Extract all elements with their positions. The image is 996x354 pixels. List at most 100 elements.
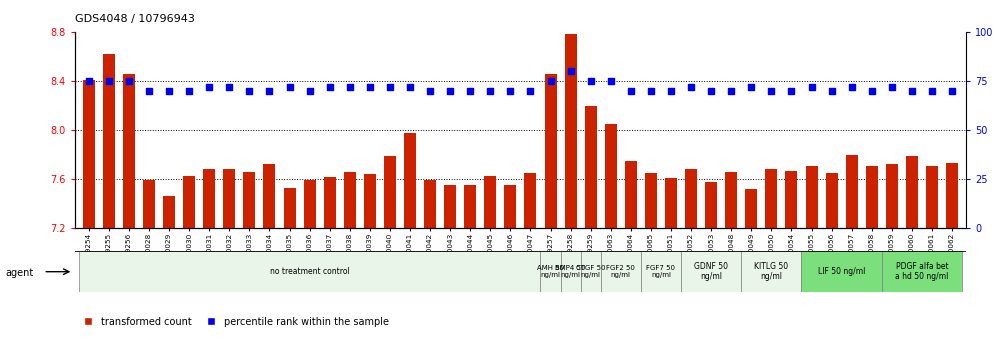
Bar	[685, 170, 697, 228]
Point	[302, 88, 318, 94]
Bar	[284, 188, 296, 228]
Point	[221, 84, 237, 90]
Bar	[665, 178, 677, 228]
Bar	[745, 189, 757, 228]
Text: FGF2 50
ng/ml: FGF2 50 ng/ml	[607, 265, 635, 278]
Bar	[885, 165, 897, 228]
Point	[482, 88, 498, 94]
Bar	[786, 171, 798, 228]
Point	[262, 88, 278, 94]
Point	[622, 88, 638, 94]
Point	[543, 78, 559, 84]
Bar	[846, 155, 858, 228]
Bar	[223, 170, 235, 228]
Point	[241, 88, 257, 94]
Text: agent: agent	[5, 268, 33, 278]
Text: PDGF alfa bet
a hd 50 ng/ml: PDGF alfa bet a hd 50 ng/ml	[895, 262, 948, 281]
Bar	[504, 185, 516, 228]
Point	[502, 88, 518, 94]
Point	[824, 88, 840, 94]
Point	[462, 88, 478, 94]
Text: no treatment control: no treatment control	[270, 267, 350, 276]
Bar	[624, 161, 636, 228]
Bar	[601, 251, 640, 292]
Bar	[644, 173, 657, 228]
Bar	[525, 173, 537, 228]
Bar	[765, 170, 778, 228]
Bar	[263, 165, 276, 228]
Bar	[561, 251, 581, 292]
Point	[844, 84, 860, 90]
Text: FGF7 50
ng/ml: FGF7 50 ng/ml	[646, 265, 675, 278]
Bar	[344, 172, 356, 228]
Bar	[705, 182, 717, 228]
Text: GDNF 50
ng/ml: GDNF 50 ng/ml	[694, 262, 728, 281]
Bar	[364, 174, 375, 228]
Point	[402, 84, 418, 90]
Point	[603, 78, 619, 84]
Point	[141, 88, 157, 94]
Point	[381, 84, 397, 90]
Point	[864, 88, 879, 94]
Point	[663, 88, 679, 94]
Bar	[484, 176, 496, 228]
Point	[804, 84, 820, 90]
Text: CTGF 50
ng/ml: CTGF 50 ng/ml	[576, 265, 606, 278]
Bar	[424, 181, 436, 228]
Point	[924, 88, 940, 94]
Bar	[725, 172, 737, 228]
Bar	[881, 251, 962, 292]
Bar	[304, 181, 316, 228]
Point	[101, 78, 117, 84]
Bar	[203, 170, 215, 228]
Point	[121, 78, 136, 84]
Bar	[83, 80, 95, 228]
Bar	[123, 74, 134, 228]
Point	[322, 84, 338, 90]
Point	[442, 88, 458, 94]
Bar	[681, 251, 741, 292]
Point	[784, 88, 800, 94]
Point	[643, 88, 659, 94]
Text: AMH 50
ng/ml: AMH 50 ng/ml	[537, 265, 564, 278]
Bar	[243, 172, 255, 228]
Bar	[541, 251, 561, 292]
Point	[81, 78, 97, 84]
Bar	[143, 181, 155, 228]
Bar	[581, 251, 601, 292]
Bar	[183, 176, 195, 228]
Point	[161, 88, 177, 94]
Point	[563, 68, 579, 74]
Point	[743, 84, 759, 90]
Text: BMP4 50
ng/ml: BMP4 50 ng/ml	[556, 265, 586, 278]
Bar	[103, 54, 115, 228]
Point	[683, 84, 699, 90]
Bar	[545, 74, 557, 228]
Bar	[906, 156, 918, 228]
Point	[342, 84, 358, 90]
Text: KITLG 50
ng/ml: KITLG 50 ng/ml	[754, 262, 789, 281]
Bar	[946, 163, 958, 228]
Bar	[741, 251, 802, 292]
Text: LIF 50 ng/ml: LIF 50 ng/ml	[818, 267, 866, 276]
Bar	[802, 251, 881, 292]
Bar	[640, 251, 681, 292]
Point	[763, 88, 779, 94]
Bar	[826, 173, 838, 228]
Bar	[464, 185, 476, 228]
Point	[583, 78, 599, 84]
Point	[703, 88, 719, 94]
Point	[201, 84, 217, 90]
Bar	[605, 124, 617, 228]
Bar	[79, 251, 541, 292]
Bar	[926, 166, 938, 228]
Bar	[806, 166, 818, 228]
Point	[282, 84, 298, 90]
Bar	[565, 34, 577, 228]
Bar	[444, 185, 456, 228]
Text: GDS4048 / 10796943: GDS4048 / 10796943	[75, 14, 194, 24]
Bar	[324, 177, 336, 228]
Point	[723, 88, 739, 94]
Point	[362, 84, 377, 90]
Point	[904, 88, 920, 94]
